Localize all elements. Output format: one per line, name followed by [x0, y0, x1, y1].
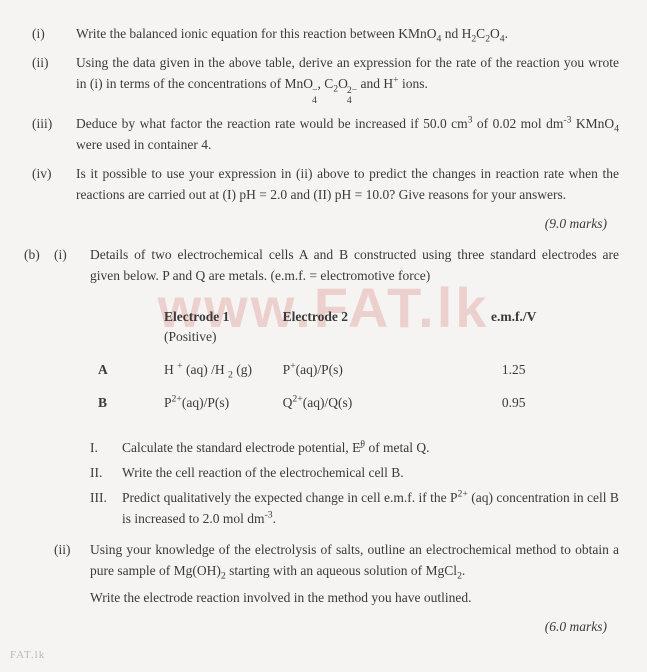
part-b-marks: (6.0 marks): [54, 617, 619, 638]
part-a-item: (ii)Using the data given in the above ta…: [24, 53, 619, 106]
exam-content: (i)Write the balanced ionic equation for…: [24, 24, 619, 648]
item-text: Using the data given in the above table,…: [76, 53, 619, 106]
row-label: A: [90, 354, 156, 387]
part-b-i-romans: I.Calculate the standard electrode poten…: [90, 438, 619, 530]
part-b-ii: (ii) Using your knowledge of the electro…: [54, 540, 619, 609]
part-b: (b) (i) Details of two electrochemical c…: [24, 245, 619, 648]
table-header-e2: Electrode 2: [275, 301, 451, 355]
item-text: Is it possible to use your expression in…: [76, 164, 619, 206]
item-label: (ii): [24, 53, 76, 106]
part-a-marks: (9.0 marks): [24, 214, 619, 235]
roman-text: Write the cell reaction of the electroch…: [122, 463, 619, 484]
item-label: (iv): [24, 164, 76, 206]
roman-item: I.Calculate the standard electrode poten…: [90, 438, 619, 459]
part-b-ii-text: Using your knowledge of the electrolysis…: [90, 540, 619, 582]
part-a-item: (iv)Is it possible to use your expressio…: [24, 164, 619, 206]
electrode-1-cell: P2+(aq)/P(s): [156, 387, 275, 420]
part-b-i: (i) Details of two electrochemical cells…: [54, 245, 619, 287]
part-b-i-label: (i): [54, 245, 90, 287]
item-text: Write the balanced ionic equation for th…: [76, 24, 619, 45]
electrode-1-cell: H + (aq) /H 2 (g): [156, 354, 275, 387]
item-label: (iii): [24, 114, 76, 156]
item-label: (i): [24, 24, 76, 45]
part-b-i-intro: Details of two electrochemical cells A a…: [90, 245, 619, 287]
part-a-item: (i)Write the balanced ionic equation for…: [24, 24, 619, 45]
part-a-items: (i)Write the balanced ionic equation for…: [24, 24, 619, 206]
part-a-item: (iii)Deduce by what factor the reaction …: [24, 114, 619, 156]
roman-item: III.Predict qualitatively the expected c…: [90, 488, 619, 530]
part-b-label: (b): [24, 245, 54, 648]
emf-cell: 0.95: [451, 387, 577, 420]
row-label: B: [90, 387, 156, 420]
table-row: BP2+(aq)/P(s)Q2+(aq)/Q(s)0.95: [90, 387, 577, 420]
roman-text: Predict qualitatively the expected chang…: [122, 488, 619, 530]
electrode-2-cell: P+(aq)/P(s): [275, 354, 451, 387]
roman-label: I.: [90, 438, 122, 459]
roman-label: II.: [90, 463, 122, 484]
roman-text: Calculate the standard electrode potenti…: [122, 438, 619, 459]
emf-cell: 1.25: [451, 354, 577, 387]
item-text: Deduce by what factor the reaction rate …: [76, 114, 619, 156]
electrode-table: Electrode 1 (Positive) Electrode 2 e.m.f…: [90, 301, 619, 421]
roman-label: III.: [90, 488, 122, 530]
table-row: AH + (aq) /H 2 (g)P+(aq)/P(s)1.25: [90, 354, 577, 387]
roman-item: II.Write the cell reaction of the electr…: [90, 463, 619, 484]
part-b-ii-text2: Write the electrode reaction involved in…: [90, 588, 619, 609]
electrode-2-cell: Q2+(aq)/Q(s): [275, 387, 451, 420]
table-header-e1: Electrode 1 (Positive): [156, 301, 275, 355]
part-b-ii-label: (ii): [54, 540, 90, 609]
footer-watermark: FAT.lk: [10, 647, 45, 664]
table-header-emf: e.m.f./V: [451, 301, 577, 355]
